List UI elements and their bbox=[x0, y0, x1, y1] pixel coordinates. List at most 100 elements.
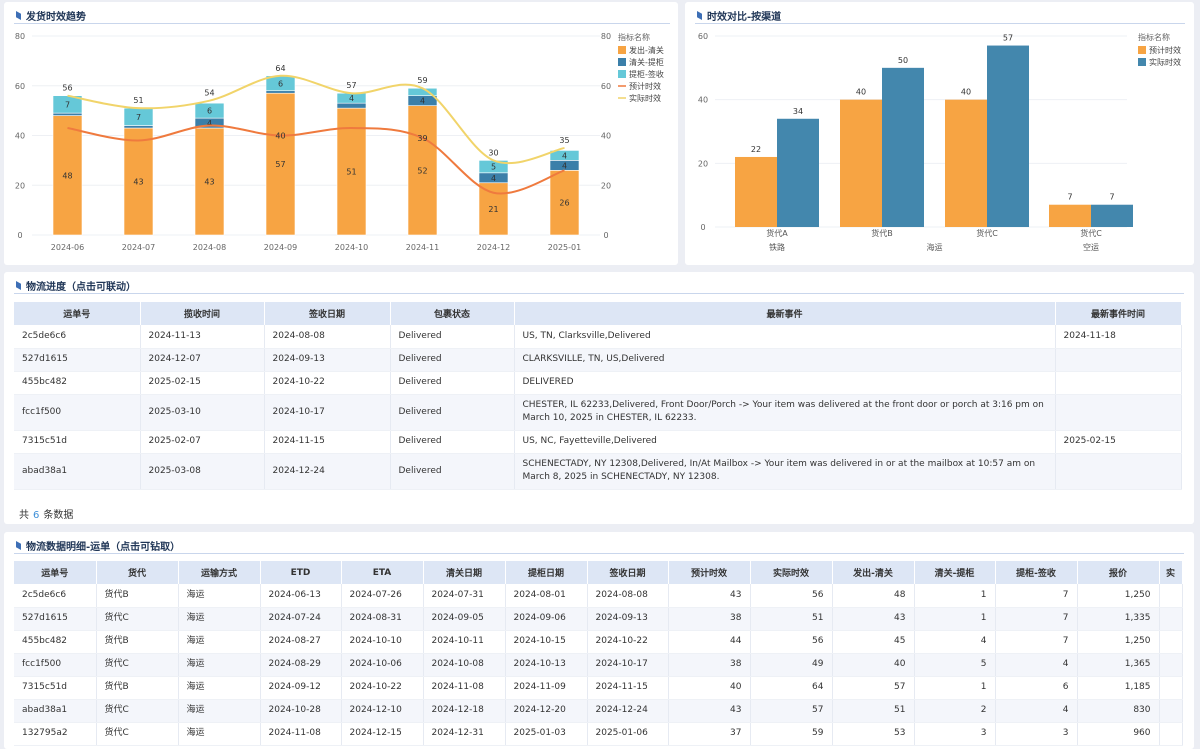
y-axis-tick: 40 bbox=[698, 96, 708, 105]
table-cell: 2024-11-08 bbox=[423, 676, 506, 700]
detail-panel: 物流数据明细-运单（点击可钻取） 运单号 货代 运输方式 ETD ETA 清关日期 提柜日期… bbox=[4, 532, 1194, 749]
column-header[interactable]: 运输方式 bbox=[178, 561, 261, 584]
bar-value-label: 21 bbox=[488, 205, 498, 214]
trend-bar[interactable] bbox=[549, 150, 580, 161]
table-row[interactable]: 455bc482 货代B 海运 2024-08-27 2024-10-10 2024-10… bbox=[14, 630, 1183, 654]
table-row[interactable]: 2c5de6c6 货代B 海运 2024-06-13 2024-07-26 2024-07… bbox=[14, 584, 1183, 608]
column-header[interactable]: 提柜日期 bbox=[505, 561, 588, 584]
table-cell: 44 bbox=[668, 630, 751, 654]
total-value-label: 35 bbox=[559, 136, 569, 145]
trend-bar[interactable] bbox=[123, 127, 154, 236]
total-value-label: 64 bbox=[275, 64, 285, 73]
column-header[interactable]: 签收日期 bbox=[587, 561, 669, 584]
table-cell: 4 bbox=[995, 699, 1078, 723]
table-cell: 2c5de6c6 bbox=[14, 584, 97, 608]
legend-label[interactable]: 实际时效 bbox=[1149, 57, 1181, 67]
table-row[interactable]: fcc1f500 货代C 海运 2024-08-29 2024-10-06 2024-10… bbox=[14, 653, 1183, 677]
column-header[interactable]: 发出-清关 bbox=[832, 561, 915, 584]
table-row[interactable]: 527d1615 2024-12-07 2024-09-13 Delivered CLA… bbox=[14, 348, 1182, 372]
column-header[interactable]: 报价 bbox=[1077, 561, 1160, 584]
table-row[interactable]: fcc1f500 2025-03-10 2024-10-17 Delivered CHE… bbox=[14, 394, 1182, 431]
column-header[interactable]: 清关日期 bbox=[423, 561, 506, 584]
legend-title: 指标名称 bbox=[1138, 32, 1170, 42]
column-header[interactable]: 实 bbox=[1159, 561, 1183, 584]
table-row[interactable]: 7315c51d 2025-02-07 2024-11-15 Delivered US,… bbox=[14, 430, 1182, 454]
trend-line[interactable] bbox=[67, 124, 565, 195]
table-row[interactable]: abad38a1 货代C 海运 2024-10-28 2024-12-10 2024-12… bbox=[14, 699, 1183, 723]
table-cell: 2025-02-15 bbox=[1055, 430, 1182, 454]
legend-label[interactable]: 发出-清关 bbox=[629, 45, 664, 55]
column-header[interactable]: ETA bbox=[341, 561, 424, 584]
table-cell: 2024-12-07 bbox=[140, 348, 265, 372]
bar-value-label: 40 bbox=[961, 88, 971, 97]
table-row[interactable]: abad38a1 2025-03-08 2024-12-24 Delivered SCH… bbox=[14, 453, 1182, 490]
table-cell: 2024-10-22 bbox=[264, 371, 391, 395]
table-row[interactable]: 7315c51d 货代B 海运 2024-09-12 2024-10-22 2024-11… bbox=[14, 676, 1183, 700]
channel-bar[interactable] bbox=[1049, 204, 1091, 227]
table-cell: 2024-11-09 bbox=[505, 676, 588, 700]
column-header[interactable]: 运单号 bbox=[14, 302, 141, 325]
table-cell: 2024-09-12 bbox=[260, 676, 342, 700]
trend-bar[interactable] bbox=[336, 102, 367, 109]
table-cell: 527d1615 bbox=[14, 348, 141, 372]
legend-label[interactable]: 预计时效 bbox=[629, 81, 661, 91]
column-header[interactable]: 提柜-签收 bbox=[995, 561, 1078, 584]
column-header[interactable]: 最新事件时间 bbox=[1055, 302, 1182, 325]
channel-bar[interactable] bbox=[1091, 204, 1133, 227]
bar-value-label: 57 bbox=[275, 160, 285, 169]
trend-line[interactable] bbox=[67, 74, 565, 165]
table-cell: 7 bbox=[995, 630, 1078, 654]
group-tick: 海运 bbox=[927, 242, 943, 252]
column-header[interactable]: 揽收时间 bbox=[140, 302, 265, 325]
column-header[interactable]: 最新事件 bbox=[514, 302, 1056, 325]
channel-bar[interactable] bbox=[987, 45, 1029, 227]
bar-value-label: 48 bbox=[62, 171, 72, 180]
column-header[interactable]: 运单号 bbox=[14, 561, 97, 584]
column-header[interactable]: ETD bbox=[260, 561, 342, 584]
channel-bar[interactable] bbox=[945, 99, 987, 227]
table-cell: 2024-12-18 bbox=[423, 699, 506, 723]
trend-bar[interactable] bbox=[52, 115, 83, 236]
trend-bar[interactable] bbox=[549, 170, 580, 236]
table-cell bbox=[1159, 630, 1183, 654]
left-axis-tick: 40 bbox=[15, 132, 25, 141]
table-cell: 132795a2 bbox=[14, 722, 97, 746]
column-header[interactable]: 清关-提柜 bbox=[914, 561, 996, 584]
channel-bar[interactable] bbox=[882, 67, 924, 227]
table-row[interactable]: 527d1615 货代C 海运 2024-07-24 2024-08-31 2024-09… bbox=[14, 607, 1183, 631]
legend-label[interactable]: 实际时效 bbox=[629, 93, 661, 103]
column-header[interactable]: 货代 bbox=[96, 561, 179, 584]
channel-panel: 时效对比-按渠道 60 40 20 0 22 34 货代A 40 50 货代B 40 57 货代C 7 7 货… bbox=[685, 2, 1194, 265]
table-cell: 货代C bbox=[96, 722, 179, 746]
channel-chart[interactable]: 60 40 20 0 22 34 货代A 40 50 货代B 40 57 货代C 7 7 货代C 铁路 海运 空运 指… bbox=[685, 2, 1194, 265]
table-cell: 海运 bbox=[178, 722, 261, 746]
right-axis-tick: 0 bbox=[603, 231, 608, 240]
trend-bar[interactable] bbox=[478, 182, 509, 236]
trend-bar[interactable] bbox=[123, 125, 154, 129]
column-header[interactable]: 签收日期 bbox=[264, 302, 391, 325]
trend-bar[interactable] bbox=[265, 90, 296, 94]
column-header[interactable]: 预计时效 bbox=[668, 561, 751, 584]
table-cell: 51 bbox=[750, 607, 833, 631]
legend-label[interactable]: 清关-提柜 bbox=[629, 57, 664, 67]
legend-label[interactable]: 提柜-签收 bbox=[629, 69, 664, 79]
table-cell: 2024-10-17 bbox=[264, 394, 391, 431]
column-header[interactable]: 包裹状态 bbox=[390, 302, 515, 325]
table-row[interactable]: 455bc482 2025-02-15 2024-10-22 Delivered DEL… bbox=[14, 371, 1182, 395]
table-row[interactable]: 132795a2 货代C 海运 2024-11-08 2024-12-15 2024-12… bbox=[14, 722, 1183, 746]
channel-bar[interactable] bbox=[840, 99, 882, 227]
legend-label[interactable]: 预计时效 bbox=[1149, 45, 1181, 55]
table-cell: 40 bbox=[832, 653, 915, 677]
table-row[interactable]: 2c5de6c6 2024-11-13 2024-08-08 Delivered US,… bbox=[14, 325, 1182, 349]
table-cell: 2024-09-13 bbox=[264, 348, 391, 372]
trend-bar[interactable] bbox=[194, 102, 225, 119]
table-cell: 2024-10-10 bbox=[341, 630, 424, 654]
column-header[interactable]: 实际时效 bbox=[750, 561, 833, 584]
bar-value-label: 7 bbox=[1067, 193, 1072, 202]
channel-bar[interactable] bbox=[735, 156, 777, 227]
table-cell: 海运 bbox=[178, 699, 261, 723]
category-tick: 货代B bbox=[871, 228, 893, 238]
channel-bar[interactable] bbox=[777, 118, 819, 227]
trend-bar[interactable] bbox=[52, 112, 83, 116]
